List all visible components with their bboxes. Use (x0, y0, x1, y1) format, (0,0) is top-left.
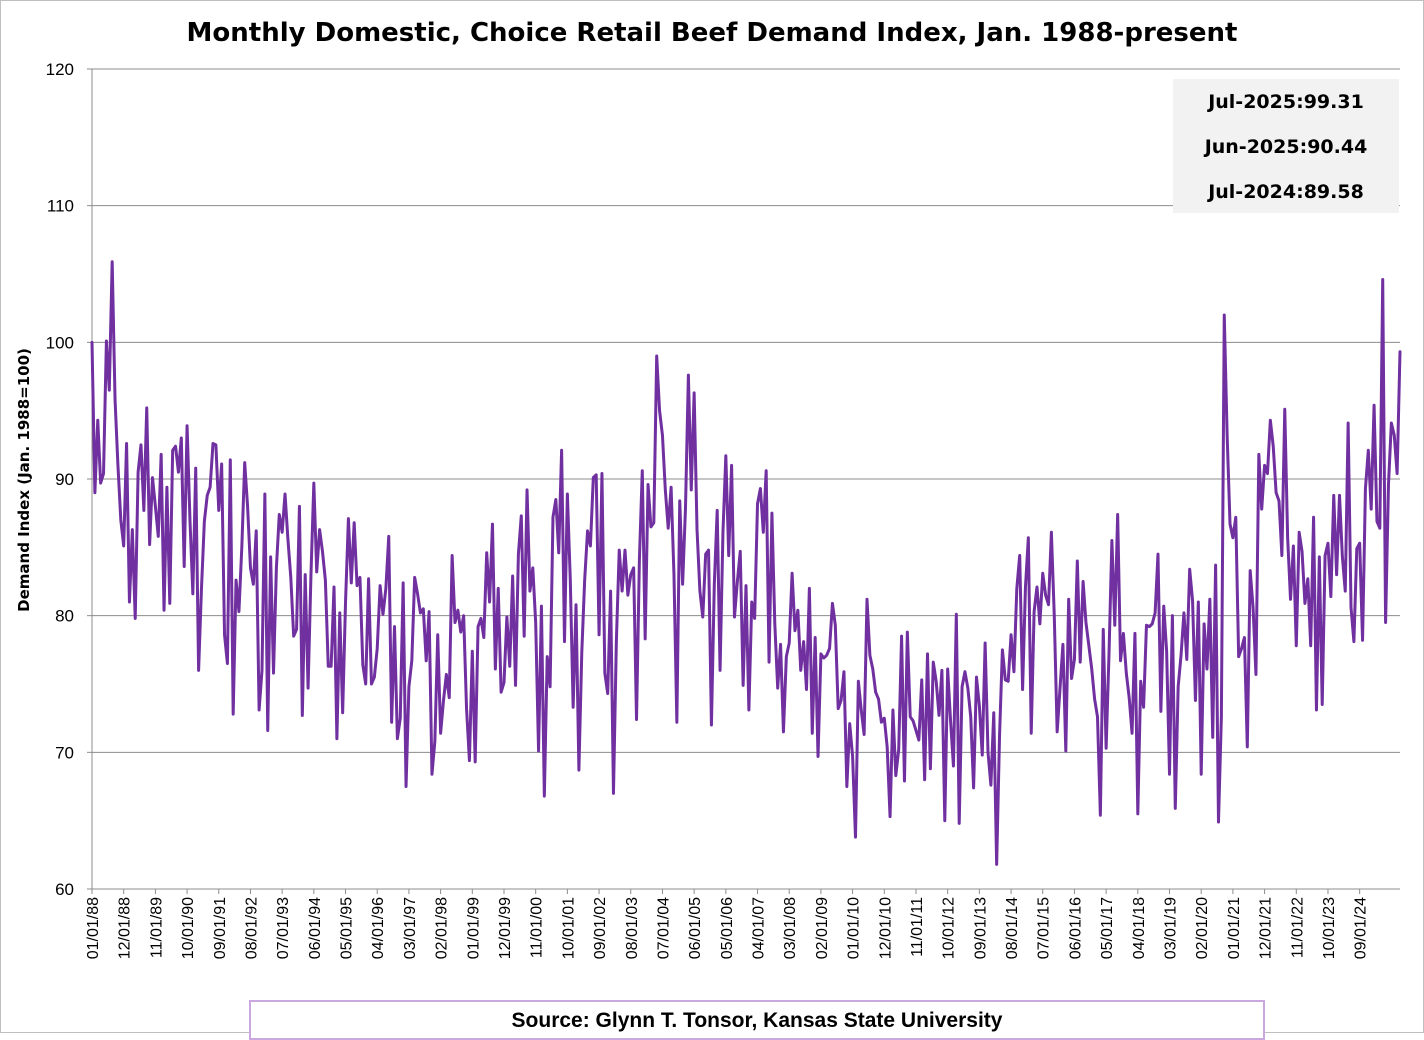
annotation-row-3: Jul-2024:89.58 (1173, 181, 1399, 203)
y-tick-label: 120 (46, 60, 74, 79)
annotation-value: 90.44 (1307, 136, 1368, 158)
x-tick-label: 12/01/99 (497, 897, 514, 959)
x-tick-label: 04/01/96 (370, 897, 387, 959)
x-tick-label: 05/01/95 (339, 897, 356, 959)
annotation-label: Jul-2024: (1208, 181, 1304, 203)
y-tick-label: 90 (55, 470, 74, 489)
x-tick-label: 08/01/14 (1004, 897, 1021, 959)
x-tick-label: 06/01/16 (1067, 897, 1084, 959)
x-tick-label: 07/01/93 (275, 897, 292, 959)
x-tick-label: 09/01/02 (592, 897, 609, 959)
x-tick-label: 05/01/17 (1099, 897, 1116, 959)
x-tick-label: 10/01/90 (180, 897, 197, 959)
x-tick-label: 10/01/23 (1321, 897, 1338, 959)
y-tick-label: 100 (46, 333, 74, 352)
annotation-value: 99.31 (1303, 91, 1364, 113)
x-tick-label: 03/01/19 (1163, 897, 1180, 959)
x-tick-label: 05/01/06 (719, 897, 736, 959)
y-axis-ticks: 60 70 80 90 100 110 120 (46, 60, 92, 899)
x-tick-label: 01/01/88 (85, 897, 102, 959)
x-tick-label: 10/01/01 (560, 897, 577, 959)
x-tick-label: 04/01/18 (1131, 897, 1148, 959)
x-tick-label: 02/01/20 (1194, 897, 1211, 959)
y-tick-label: 80 (55, 607, 74, 626)
x-tick-label: 02/01/98 (434, 897, 451, 959)
x-tick-label: 01/01/21 (1226, 897, 1243, 959)
x-tick-label: 02/01/09 (814, 897, 831, 959)
x-tick-label: 11/01/89 (148, 897, 165, 958)
x-tick-label: 01/01/99 (465, 897, 482, 959)
x-tick-label: 09/01/91 (212, 897, 229, 959)
chart-title: Monthly Domestic, Choice Retail Beef Dem… (186, 18, 1238, 48)
y-tick-label: 60 (55, 880, 74, 899)
x-tick-label: 11/01/22 (1289, 897, 1306, 958)
x-tick-label: 06/01/94 (307, 897, 324, 959)
x-tick-label: 12/01/21 (1258, 897, 1275, 959)
x-tick-label: 08/01/03 (624, 897, 641, 959)
y-tick-label: 110 (47, 197, 74, 216)
x-tick-label: 04/01/07 (751, 897, 768, 959)
series-group (90, 260, 1402, 866)
x-tick-label: 08/01/92 (243, 897, 260, 959)
annotation-label: Jun-2025: (1204, 136, 1308, 158)
line-chart: 60 70 80 90 100 110 120 01/01/88 12/01/88 11/01/… (15, 60, 1402, 959)
annotation-label: Jul-2025: (1208, 91, 1304, 113)
x-tick-label: 03/01/08 (782, 897, 799, 959)
source-box: Source: Glynn T. Tonsor, Kansas State Un… (249, 1000, 1265, 1040)
y-tick-label: 70 (55, 743, 74, 762)
axes (91, 69, 1400, 890)
latest-values-box: Jul-2025:99.31 Jun-2025:90.44 Jul-2024:8… (1173, 79, 1399, 213)
x-axis-ticks: 01/01/88 12/01/88 11/01/89 10/01/90 09/01/91… (85, 889, 1370, 959)
x-tick-label: 01/01/10 (846, 897, 863, 959)
x-tick-label: 06/01/05 (687, 897, 704, 959)
source-text: Source: Glynn T. Tonsor, Kansas State Un… (511, 1009, 1003, 1032)
y-axis-label: Demand Index (Jan. 1988=100) (15, 348, 33, 612)
annotation-row-1: Jul-2025:99.31 (1173, 91, 1399, 113)
x-tick-label: 11/01/00 (529, 897, 546, 958)
x-tick-label: 12/01/10 (877, 897, 894, 959)
x-tick-label: 03/01/97 (402, 897, 419, 959)
x-tick-label: 09/01/13 (972, 897, 989, 959)
series-line-demand-index (90, 260, 1402, 866)
x-tick-label: 12/01/88 (117, 897, 134, 959)
x-tick-label: 07/01/04 (655, 897, 672, 959)
x-tick-label: 09/01/24 (1353, 897, 1370, 959)
x-tick-label: 11/01/11 (909, 897, 926, 957)
x-tick-label: 07/01/15 (1036, 897, 1053, 959)
annotation-value: 89.58 (1303, 181, 1364, 203)
annotation-row-2: Jun-2025:90.44 (1173, 136, 1399, 158)
x-tick-label: 10/01/12 (941, 897, 958, 959)
